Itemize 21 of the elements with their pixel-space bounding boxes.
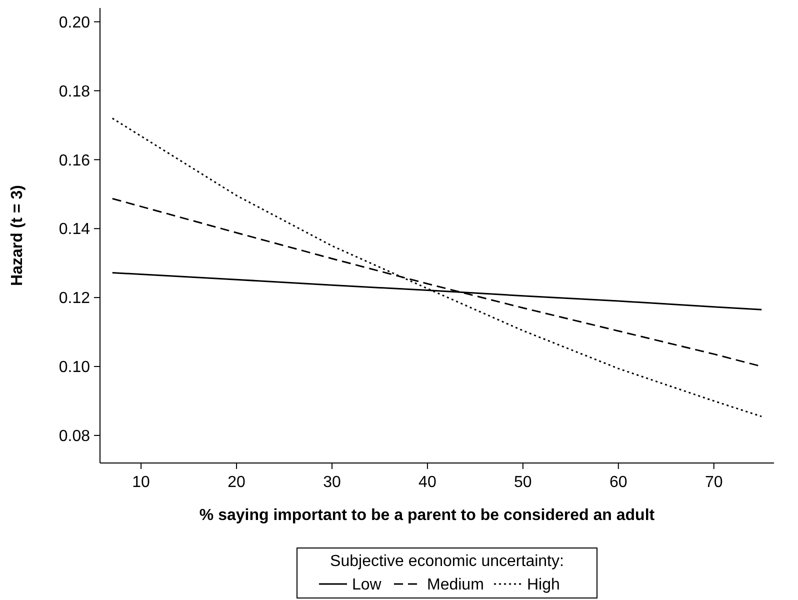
y-tick-label: 0.16: [58, 152, 90, 170]
y-axis-title: Hazard (t = 3): [9, 185, 26, 286]
y-tick-label: 0.08: [58, 428, 90, 446]
legend-title: Subjective economic uncertainty:: [330, 553, 564, 570]
y-tick-label: 0.12: [58, 290, 90, 308]
x-tick-label: 10: [132, 474, 150, 491]
y-tick-label: 0.20: [58, 14, 90, 32]
x-tick-label: 50: [514, 474, 532, 491]
y-tick-label: 0.10: [58, 359, 90, 376]
y-tick-label: 0.14: [58, 221, 90, 238]
legend-label: High: [527, 576, 560, 594]
line-series: [112, 118, 762, 418]
x-axis-title: % saying important to be a parent to be considered an adult: [199, 507, 656, 524]
x-tick-label: 30: [323, 474, 341, 491]
x-tick-label: 70: [704, 474, 723, 491]
x-tick-label: 20: [228, 474, 246, 491]
y-tick-label: 0.18: [58, 83, 90, 100]
legend-label: Medium: [427, 576, 484, 594]
x-tick-label: 40: [418, 474, 436, 491]
x-tick-label: 60: [609, 474, 628, 491]
legend-label: Low: [352, 576, 382, 594]
